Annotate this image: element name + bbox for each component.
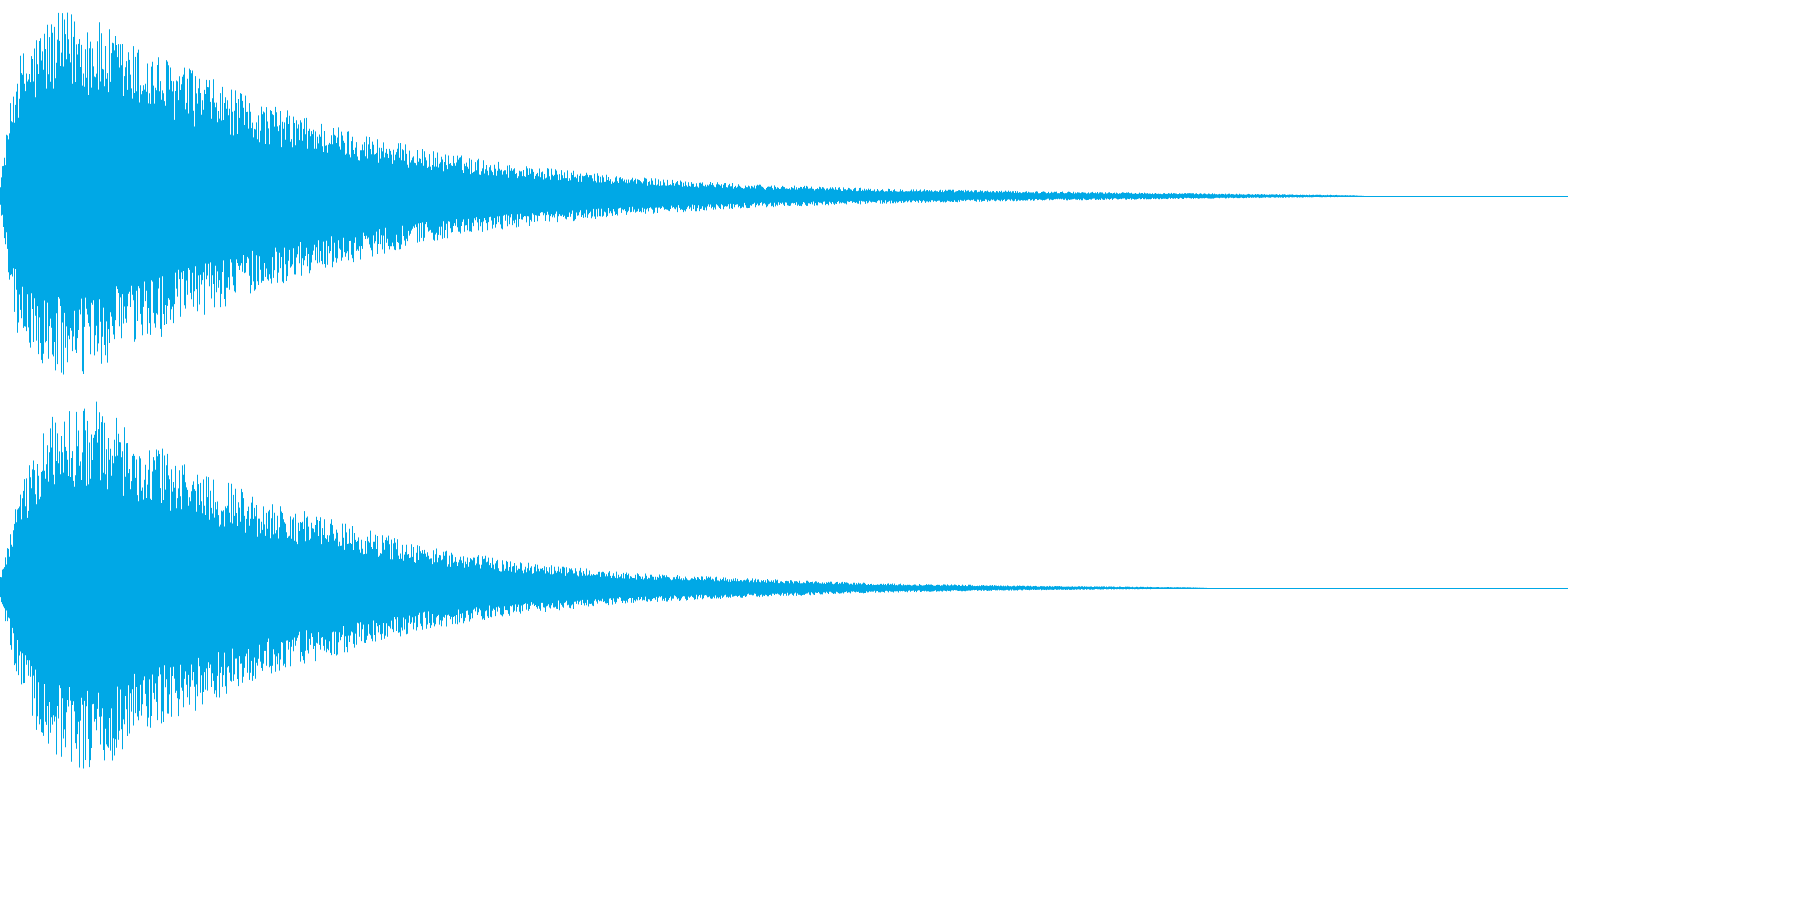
channel-2-amplitude-trace xyxy=(0,401,1207,769)
channel-1-waveform xyxy=(0,12,1568,375)
waveform-svg xyxy=(0,12,1568,769)
channel-1-amplitude-trace xyxy=(0,12,1364,375)
channel-2-waveform xyxy=(0,401,1568,769)
waveform-display xyxy=(0,12,1568,769)
